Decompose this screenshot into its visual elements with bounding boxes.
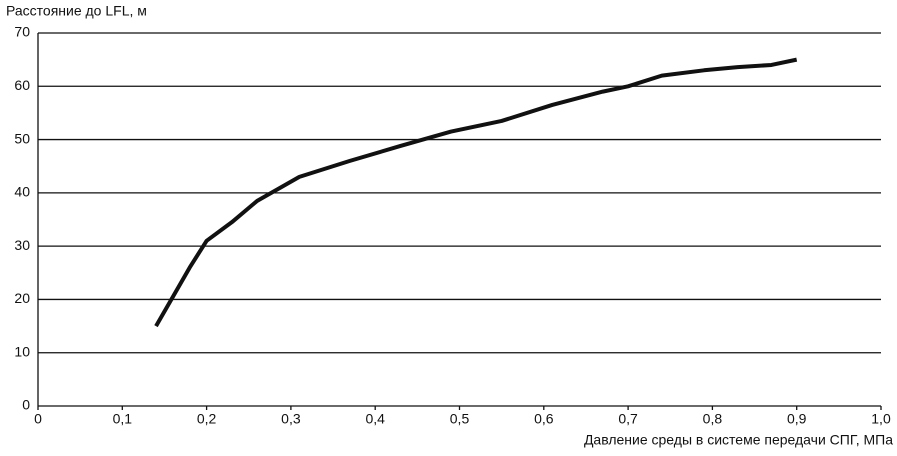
y-tick-label: 0 [22, 397, 30, 413]
y-tick-label: 50 [14, 130, 30, 146]
x-tick-label: 0,1 [113, 411, 133, 427]
x-tick-label: 0,3 [281, 411, 301, 427]
x-tick-label: 0,9 [787, 411, 807, 427]
y-tick-label: 60 [14, 77, 30, 93]
data-line [154, 57, 798, 328]
x-tick-label: 0,4 [365, 411, 385, 427]
x-tick-label: 0,2 [197, 411, 217, 427]
y-tick-label: 70 [14, 24, 30, 40]
x-tick-label: 0,7 [618, 411, 638, 427]
x-tick-label: 0,5 [450, 411, 470, 427]
y-tick-label: 10 [14, 343, 30, 359]
y-tick-label: 40 [14, 184, 30, 200]
y-axis-label: Расстояние до LFL, м [6, 3, 147, 19]
x-tick-label: 0,6 [534, 411, 554, 427]
x-tick-label: 0 [34, 411, 42, 427]
x-axis-label: Давление среды в системе передачи СПГ, М… [584, 432, 893, 448]
x-tick-label: 1,0 [871, 411, 891, 427]
x-tick-label: 0,8 [703, 411, 723, 427]
y-tick-label: 30 [14, 237, 30, 253]
y-tick-label: 20 [14, 290, 30, 306]
